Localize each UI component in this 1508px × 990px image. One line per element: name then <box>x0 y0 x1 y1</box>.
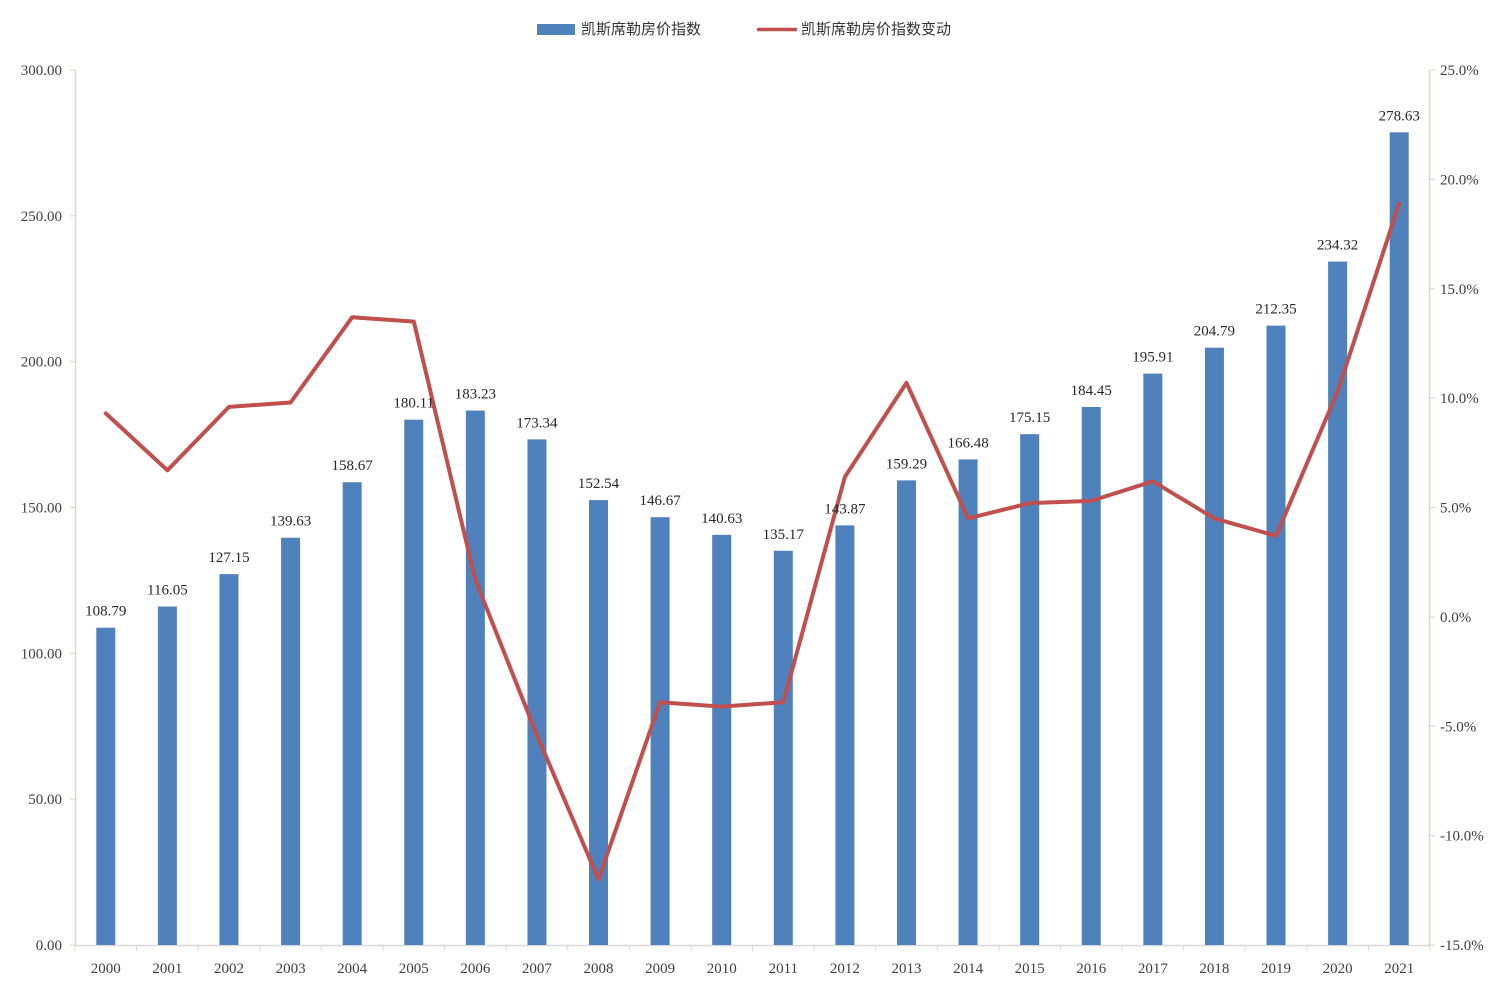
bar <box>281 537 301 945</box>
bar-data-label: 135.17 <box>763 527 805 543</box>
x-tick-label: 2003 <box>276 961 306 977</box>
bar-data-label: 159.29 <box>886 456 927 472</box>
left-y-tick-label: 200.00 <box>21 355 62 371</box>
x-tick-label: 2012 <box>830 961 860 977</box>
bar-data-label: 175.15 <box>1009 410 1050 426</box>
bar-data-label: 278.63 <box>1379 108 1420 124</box>
right-y-tick-label: 20.0% <box>1440 172 1479 188</box>
left-y-tick-label: 150.00 <box>21 501 62 517</box>
x-tick-label: 2000 <box>91 961 121 977</box>
x-tick-label: 2011 <box>769 961 798 977</box>
bar <box>1266 325 1286 945</box>
x-tick-label: 2006 <box>460 961 491 977</box>
line-series <box>103 201 1402 882</box>
x-tick-label: 2010 <box>707 961 737 977</box>
bar-data-label: 195.91 <box>1132 350 1173 366</box>
right-y-tick-label: 5.0% <box>1440 501 1471 517</box>
left-y-tick-label: 250.00 <box>21 209 62 225</box>
x-tick-label: 2004 <box>337 961 368 977</box>
right-y-tick-label: 25.0% <box>1440 63 1479 79</box>
right-y-tick-label: -15.0% <box>1440 938 1484 954</box>
bar-data-label: 152.54 <box>578 476 620 492</box>
bar-data-label: 146.67 <box>639 493 681 509</box>
x-tick-label: 2013 <box>891 961 921 977</box>
bar <box>1020 434 1040 945</box>
bar-data-label: 166.48 <box>947 435 988 451</box>
bar <box>773 550 793 945</box>
bar-data-label: 139.63 <box>270 514 311 530</box>
x-tick-label: 2005 <box>399 961 429 977</box>
bar <box>219 574 239 945</box>
bar-data-label: 183.23 <box>455 387 496 403</box>
x-tick-label: 2020 <box>1323 961 1353 977</box>
x-tick-label: 2018 <box>1199 961 1229 977</box>
x-tick-label: 2017 <box>1138 961 1169 977</box>
bar-data-label: 116.05 <box>147 583 188 599</box>
legend: 凯斯席勒房价指数 凯斯席勒房价指数变动 <box>537 20 951 38</box>
left-y-tick-label: 100.00 <box>21 646 62 662</box>
bar <box>465 410 485 945</box>
x-tick-label: 2008 <box>584 961 614 977</box>
bar <box>1081 407 1101 945</box>
bar <box>1143 373 1163 945</box>
bar <box>96 627 116 945</box>
legend-swatch-bar <box>537 24 575 35</box>
bar-data-label: 143.87 <box>824 501 866 517</box>
bar <box>958 459 978 945</box>
right-y-tick-label: 0.0% <box>1440 610 1471 626</box>
bar <box>650 517 670 945</box>
bar <box>712 534 732 945</box>
left-y-tick-label: 0.00 <box>36 938 62 954</box>
left-y-tick-label: 300.00 <box>21 63 62 79</box>
x-tick-label: 2007 <box>522 961 553 977</box>
bar <box>342 482 362 945</box>
bar <box>589 500 609 945</box>
bar <box>1328 261 1348 946</box>
x-tick-label: 2001 <box>152 961 182 977</box>
x-tick-label: 2019 <box>1261 961 1291 977</box>
legend-label-line: 凯斯席勒房价指数变动 <box>801 20 951 38</box>
x-tick-label: 2021 <box>1384 961 1414 977</box>
x-tick-label: 2014 <box>953 961 984 977</box>
x-tick-label: 2015 <box>1015 961 1045 977</box>
x-tick-label: 2002 <box>214 961 244 977</box>
bar <box>404 419 424 945</box>
bar-data-label: 127.15 <box>208 550 249 566</box>
bar-data-label: 212.35 <box>1255 302 1296 318</box>
x-tick-label: 2016 <box>1076 961 1107 977</box>
bar-data-label: 108.79 <box>85 604 126 620</box>
bar-data-label: 158.67 <box>332 458 374 474</box>
bar-data-label: 140.63 <box>701 511 742 527</box>
bar-data-label: 180.11 <box>393 396 434 412</box>
bar-data-label: 184.45 <box>1071 383 1112 399</box>
bar <box>1204 347 1224 946</box>
right-y-tick-label: -5.0% <box>1440 719 1476 735</box>
bar <box>1389 132 1409 945</box>
right-y-tick-label: 15.0% <box>1440 282 1479 298</box>
bar <box>157 606 177 945</box>
legend-label-bar: 凯斯席勒房价指数 <box>581 20 701 38</box>
bar <box>896 480 916 945</box>
bar-series <box>96 132 1409 946</box>
x-tick-label: 2009 <box>645 961 675 977</box>
left-y-tick-label: 50.00 <box>28 792 62 808</box>
bar <box>527 439 547 945</box>
bar-data-label: 234.32 <box>1317 238 1358 254</box>
bar-data-label: 204.79 <box>1194 324 1235 340</box>
right-y-tick-label: -10.0% <box>1440 829 1484 845</box>
bar <box>835 525 855 945</box>
axes: 0.00 50.00 100.00 150.00 200.00 250.00 300.00 -… <box>21 63 1484 977</box>
bar-data-label: 173.34 <box>516 415 558 431</box>
data-labels: 108.79 116.05 127.15 139.63 158.67 180.11 183.… <box>85 108 1420 619</box>
change-line <box>103 201 1402 882</box>
right-y-tick-label: 10.0% <box>1440 391 1479 407</box>
